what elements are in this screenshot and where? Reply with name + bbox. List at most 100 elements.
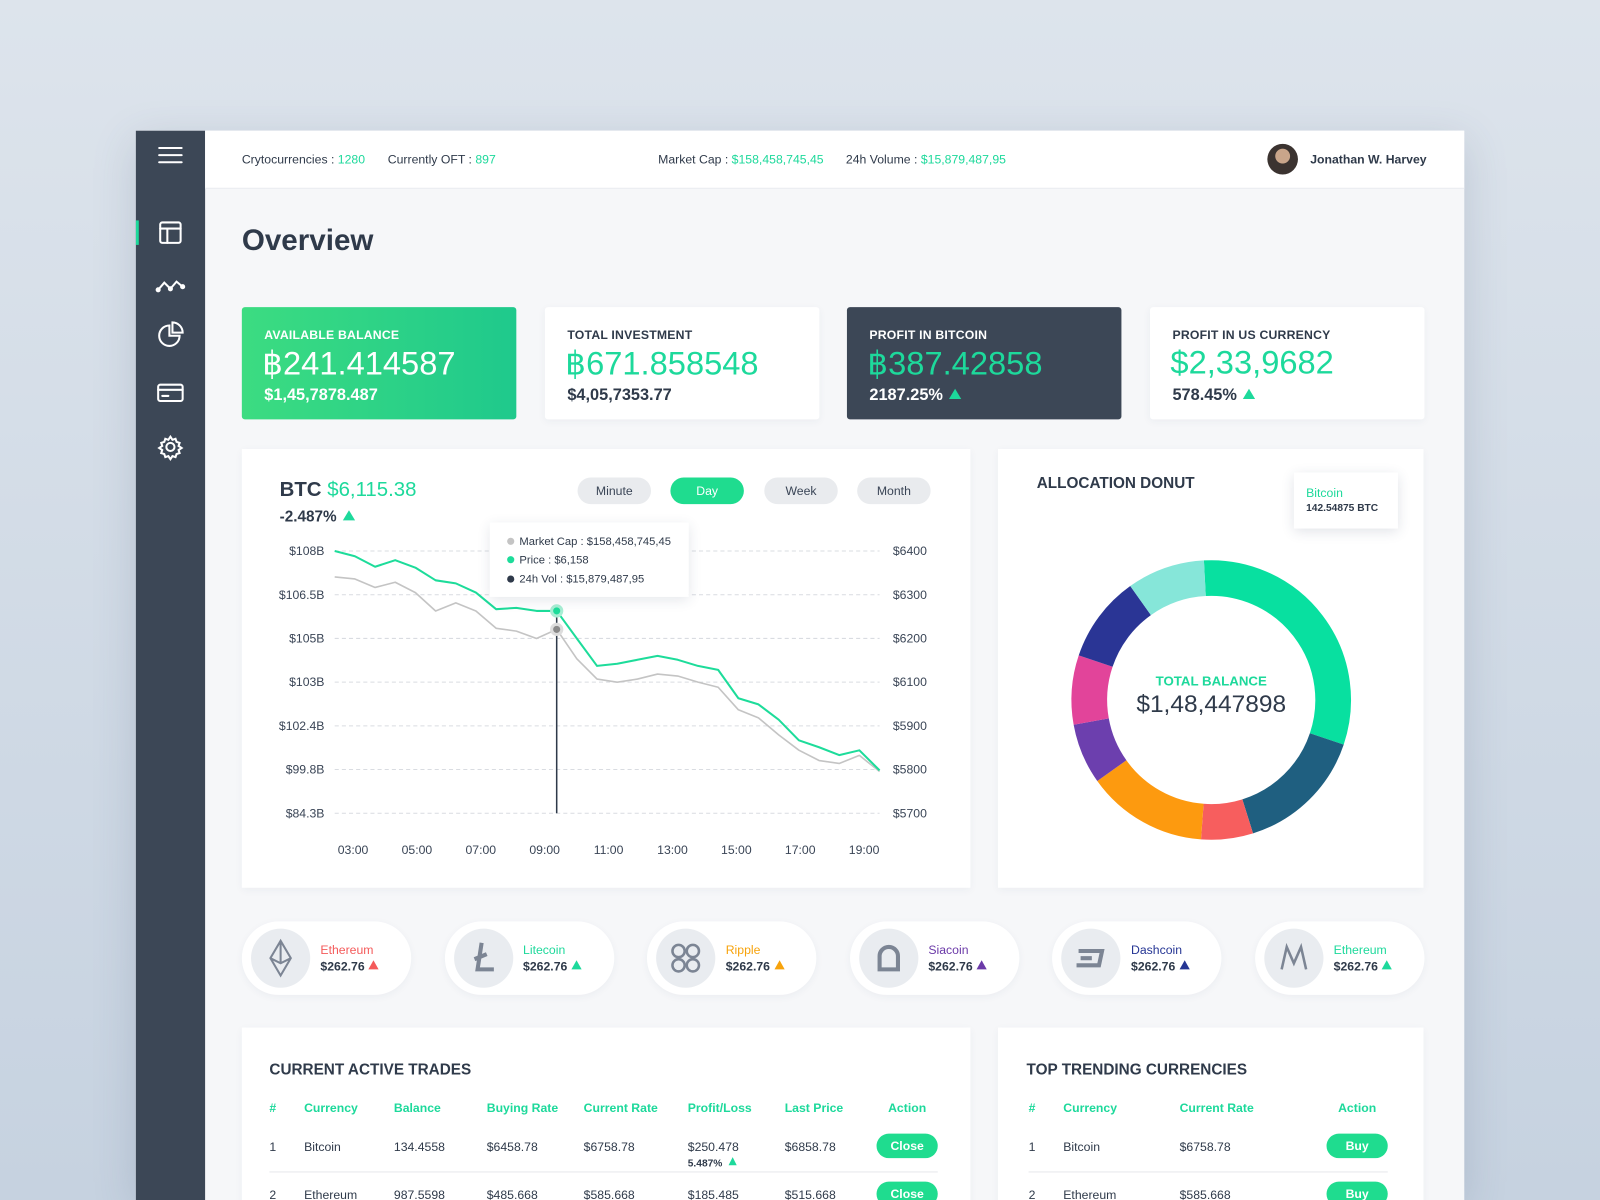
x-tick-label: 09:00 [529,843,560,857]
btc-change: -2.487% [279,508,337,526]
btc-price: $6,115.38 [327,478,417,502]
chart-title: BTC [279,478,322,502]
y2-tick-label: $6400 [893,544,927,558]
table-cell: $185.485 [687,1187,739,1200]
donut-segment [1071,655,1113,725]
card-title: PROFIT IN BITCOIN [869,327,988,342]
nav-settings[interactable] [157,434,184,462]
column-header: Profit/Loss [687,1101,752,1116]
tooltip-dot [507,575,515,583]
coin-glyph [1076,948,1105,968]
coin-card[interactable]: Ethereum $262.76 [1255,921,1425,995]
up-arrow [949,388,962,399]
row-divider [269,1171,938,1173]
range-tab[interactable]: Minute [577,477,652,505]
card-secondary-row: 2187.25% [869,387,962,405]
donut-segment [1130,560,1207,616]
btc-chart-panel: BTC $6,115.38 -2.487% Minute Day Week Mo… [241,448,971,888]
stat-label: Market Cap : [658,152,729,167]
line-chart: $108B $106.5B $105B $103B $102.4B $99.8B $84.3… [279,544,927,857]
sidebar [135,130,206,1200]
action-button[interactable]: Close [876,1181,938,1200]
y-tick-label: $84.3B [286,806,325,820]
x-tick-label: 05:00 [402,843,433,857]
tooltip-dot [507,537,515,545]
table-cell: $6858.78 [784,1139,836,1155]
table-cell: Ethereum [1063,1187,1117,1200]
nav-reports[interactable] [158,321,184,347]
action-button[interactable]: Buy [1326,1133,1388,1159]
x-tick-label: 03:00 [338,843,369,857]
nav-analytics[interactable] [155,280,186,293]
up-arrow [342,510,355,521]
card-primary: ฿671.858548 [565,344,759,382]
table-cell: $485.668 [486,1187,538,1200]
series-line [334,550,881,772]
allocation-panel: ALLOCATION DONUT Bitcoin 142.54875 BTC T… [997,448,1424,888]
active-indicator [135,220,139,245]
table-cell: $585.668 [583,1187,635,1200]
menu-button[interactable] [158,146,183,164]
y-tick-label: $102.4B [279,719,325,733]
tooltip-row: Market Cap : $158,458,745,45 [507,536,671,548]
range-tab[interactable]: Week [764,477,838,505]
allocation-title: ALLOCATION DONUT [1036,474,1195,492]
coin-card[interactable]: Litecoin $262.76 [444,921,614,995]
coin-card[interactable]: Siacoin $262.76 [849,921,1020,995]
donut-segment [1078,586,1152,668]
coin-icon [1264,928,1324,988]
page-title: Overview [241,224,374,258]
coin-card[interactable]: Ethereum $262.76 [241,921,412,995]
series-line [334,576,881,773]
coin-card[interactable]: Ripple $262.76 [647,921,817,995]
coin-price: $262.76 [1333,959,1378,974]
up-arrow [728,1157,737,1166]
avatar[interactable] [1267,143,1298,175]
coin-card[interactable]: Dashcoin $262.76 [1052,921,1222,995]
stat-value: $15,879,487,95 [920,152,1006,167]
y2-tick-label: $6200 [893,632,927,646]
user-name[interactable]: Jonathan W. Harvey [1310,152,1427,167]
stat: 24h Volume : $15,879,487,95 [846,152,1006,166]
hover-dot [550,604,564,618]
stat: Currently OFT : 897 [388,152,496,166]
y-tick-label: $103B [289,675,324,689]
x-tick-label: 19:00 [849,843,880,857]
btc-change-row: -2.487% [279,508,355,526]
column-header: Action [1338,1101,1377,1116]
donut-segment [1073,717,1127,781]
coin-glyph [269,938,293,978]
coin-price-row: $262.76 [1334,959,1393,973]
card-secondary: $4,05,7353.77 [567,386,672,405]
column-header: # [269,1101,277,1116]
range-tab[interactable]: Day [670,477,744,505]
stat-value: 897 [475,152,496,167]
stat-label: 24h Volume : [845,152,918,167]
stat: Market Cap : $158,458,745,45 [658,152,823,166]
action-button[interactable]: Buy [1326,1181,1388,1200]
stat-label: Currently OFT : [387,152,472,167]
coin-price: $262.76 [725,959,770,974]
column-header: Balance [393,1101,441,1116]
coin-name: Siacoin [928,942,969,958]
nav-overview[interactable] [159,221,182,244]
stat-value: 1280 [337,152,366,167]
card-secondary: 578.45% [1172,386,1237,405]
trending-panel: TOP TRENDING CURRENCIES # Currency Current… [997,1027,1424,1200]
row-divider [1028,1171,1388,1173]
donut-segment [1241,732,1344,834]
card-title: PROFIT IN US CURRENCY [1172,327,1331,342]
coin-name: Ethereum [1333,942,1387,958]
balance-card: AVAILABLE BALANCE ฿241.414587 $1,45,7878… [241,307,517,420]
action-button[interactable]: Close [876,1133,938,1159]
column-header: Action [888,1101,927,1116]
card-secondary-row: 578.45% [1172,386,1256,405]
trades-title: CURRENT ACTIVE TRADES [269,1061,472,1079]
coin-price: $262.76 [320,959,365,974]
btc-header: BTC $6,115.38 [280,479,417,502]
nav-wallet[interactable] [157,383,184,403]
range-tab[interactable]: Month [857,477,931,505]
coin-name: Litecoin [523,942,566,958]
